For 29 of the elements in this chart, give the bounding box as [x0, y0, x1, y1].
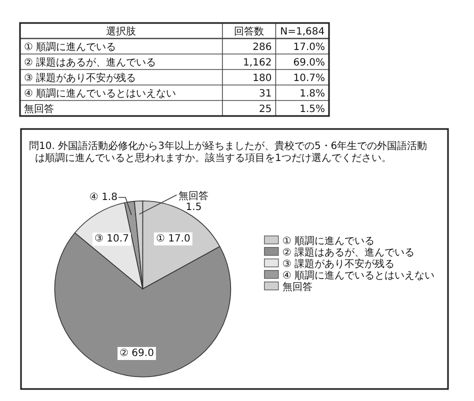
table-value: 1.5% — [300, 104, 325, 115]
table-value: 10.7% — [293, 72, 325, 84]
table-row-label: ① 順調に進んでいる — [24, 42, 116, 53]
table-row-label: ② 課題はあるが、進んでいる — [24, 57, 156, 68]
table-row-label: 無回答 — [24, 104, 54, 115]
table-row-label: ④ 順調に進んでいるとはいえない — [24, 88, 176, 100]
table-value: 286 — [252, 42, 272, 53]
data-label: ② 69.0 — [120, 348, 154, 359]
table-header: 選択肢 — [106, 26, 136, 38]
table-value: 1.8% — [300, 88, 325, 100]
table-value: 17.0% — [293, 42, 325, 53]
table-value: 1,162 — [243, 57, 272, 68]
table-value: 69.0% — [293, 57, 325, 68]
data-label: 無回答 1.5 — [178, 190, 209, 213]
legend-label: ① 順調に進んでいる — [282, 236, 375, 247]
table-value: 180 — [252, 72, 272, 84]
legend-label: 無回答 — [282, 282, 312, 293]
table-value: 31 — [258, 88, 272, 100]
data-label: ④ 1.8 — [89, 192, 118, 203]
legend-label: ③ 課題があり不安が残る — [282, 258, 395, 270]
table-value: 25 — [258, 104, 272, 115]
table-header: 回答数 — [234, 26, 264, 38]
table-row-label: ③ 課題があり不安が残る — [24, 72, 136, 84]
table-header: N=1,684 — [280, 26, 325, 38]
title: 問10. 外国語活動必修化から3年以上が経ちましたが、貴校での5・6年生での外国語活動は順調に進んでいると思われますか。該当する項目を1つだけ選んでください。 — [29, 141, 428, 164]
data-label: ① 17.0 — [156, 233, 190, 244]
data-label: ③ 10.7 — [94, 234, 129, 245]
legend-label: ② 課題はあるが、進んでいる — [282, 247, 415, 258]
legend-label: ④ 順調に進んでいるとはいえない — [282, 270, 435, 282]
